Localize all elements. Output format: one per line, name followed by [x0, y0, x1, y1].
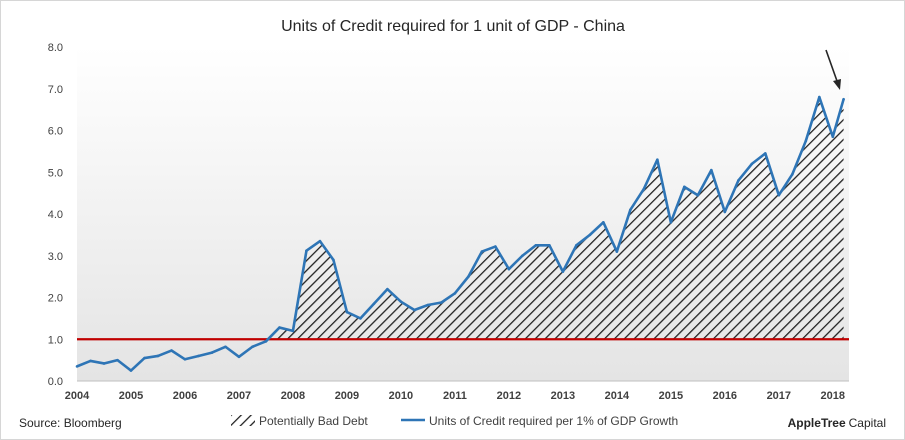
legend-label-credit-line: Units of Credit required per 1% of GDP G… — [429, 414, 678, 428]
series-point — [561, 270, 565, 273]
series-point — [521, 254, 524, 258]
series-point — [683, 185, 686, 189]
series-point — [116, 358, 119, 362]
x-tick-label: 2015 — [659, 390, 683, 402]
series-point — [170, 349, 173, 352]
series-point — [696, 193, 700, 197]
series-point — [345, 310, 349, 314]
source-note: Source: Bloomberg — [19, 416, 122, 430]
x-tick-label: 2017 — [767, 390, 791, 402]
annotation-arrow-icon — [825, 49, 841, 90]
series-point — [413, 308, 416, 312]
series-point — [480, 250, 484, 253]
series-point — [305, 249, 308, 253]
x-tick-label: 2016 — [713, 390, 737, 402]
series-point — [750, 162, 754, 166]
series-point — [453, 292, 457, 295]
x-tick-label: 2011 — [443, 390, 467, 402]
series-point — [602, 221, 605, 224]
series-point — [831, 135, 835, 139]
legend-label-bad-debt: Potentially Bad Debt — [259, 414, 368, 428]
series-point — [426, 303, 430, 307]
series-point — [467, 275, 470, 278]
series-point — [669, 221, 673, 224]
series-point — [777, 193, 781, 197]
x-tick-label: 2006 — [173, 390, 197, 402]
series-point — [264, 340, 268, 343]
series-point — [143, 356, 146, 360]
series-point — [575, 244, 578, 247]
x-tick-label: 2004 — [65, 390, 90, 402]
series-point — [75, 365, 79, 368]
x-tick-label: 2005 — [119, 390, 143, 402]
series-point — [237, 355, 241, 359]
series-point — [842, 97, 845, 101]
series-point — [629, 208, 632, 212]
series-point — [278, 326, 281, 329]
series-point — [224, 345, 227, 349]
series-point — [615, 250, 619, 253]
series-point — [804, 139, 808, 143]
series-point — [440, 301, 443, 304]
series-point — [764, 152, 767, 155]
series-point — [386, 287, 389, 291]
series-point — [588, 233, 592, 237]
series-point — [89, 359, 92, 363]
x-tick-label: 2009 — [335, 390, 359, 402]
brand-main: AppleTree — [788, 416, 846, 430]
y-axis-ticks: 0.0 1.0 2.0 3.0 4.0 5.0 6.0 7.0 8.0 — [48, 42, 63, 388]
y-tick-label: 4.0 — [48, 209, 63, 221]
series-point — [102, 362, 106, 365]
series-point — [710, 168, 713, 172]
series-point — [359, 317, 362, 320]
brand-logo: AppleTree Capital — [788, 416, 886, 430]
y-tick-label: 0.0 — [48, 376, 63, 388]
series-point — [210, 351, 214, 354]
bad-debt-hatched-area — [77, 97, 844, 340]
x-tick-label: 2013 — [551, 390, 575, 402]
legend-swatch-bad-debt — [231, 415, 255, 426]
x-tick-label: 2007 — [227, 390, 251, 402]
series-point — [251, 345, 254, 349]
y-tick-label: 1.0 — [48, 334, 63, 346]
x-tick-label: 2012 — [497, 390, 521, 402]
series-point — [129, 369, 133, 372]
x-tick-label: 2008 — [281, 390, 305, 402]
series-point — [318, 239, 322, 243]
y-tick-label: 2.0 — [48, 293, 63, 305]
x-tick-label: 2014 — [605, 390, 630, 402]
chart-title: Units of Credit required for 1 unit of G… — [281, 18, 625, 35]
x-tick-label: 2010 — [389, 390, 413, 402]
y-tick-label: 7.0 — [48, 84, 63, 96]
series-point — [656, 158, 659, 162]
series-point — [723, 210, 727, 214]
y-tick-label: 5.0 — [48, 167, 63, 179]
series-point — [156, 354, 160, 358]
x-tick-label: 2018 — [821, 390, 845, 402]
series-line-credit-per-gdp — [76, 95, 845, 372]
series-point — [534, 244, 538, 247]
series-points — [75, 95, 845, 372]
series-point — [291, 329, 295, 333]
series-point — [818, 95, 821, 99]
series-point — [548, 244, 551, 247]
brand-sub: Capital — [849, 416, 886, 430]
series-point — [507, 267, 511, 271]
y-tick-label: 6.0 — [48, 126, 63, 138]
series-point — [737, 179, 740, 182]
y-tick-label: 3.0 — [48, 251, 63, 263]
series-point — [372, 302, 376, 306]
legend: Potentially Bad Debt Units of Credit req… — [231, 414, 678, 428]
series-point — [197, 354, 200, 358]
series-point — [183, 357, 187, 361]
series-point — [791, 173, 794, 176]
series-point — [642, 187, 646, 191]
series-point — [494, 245, 497, 248]
series-point — [332, 258, 335, 262]
y-tick-label: 8.0 — [48, 42, 63, 54]
x-axis-ticks: 2004 2005 2006 2007 2008 2009 2010 2011 2012 2013… — [65, 390, 845, 402]
series-point — [399, 300, 403, 303]
